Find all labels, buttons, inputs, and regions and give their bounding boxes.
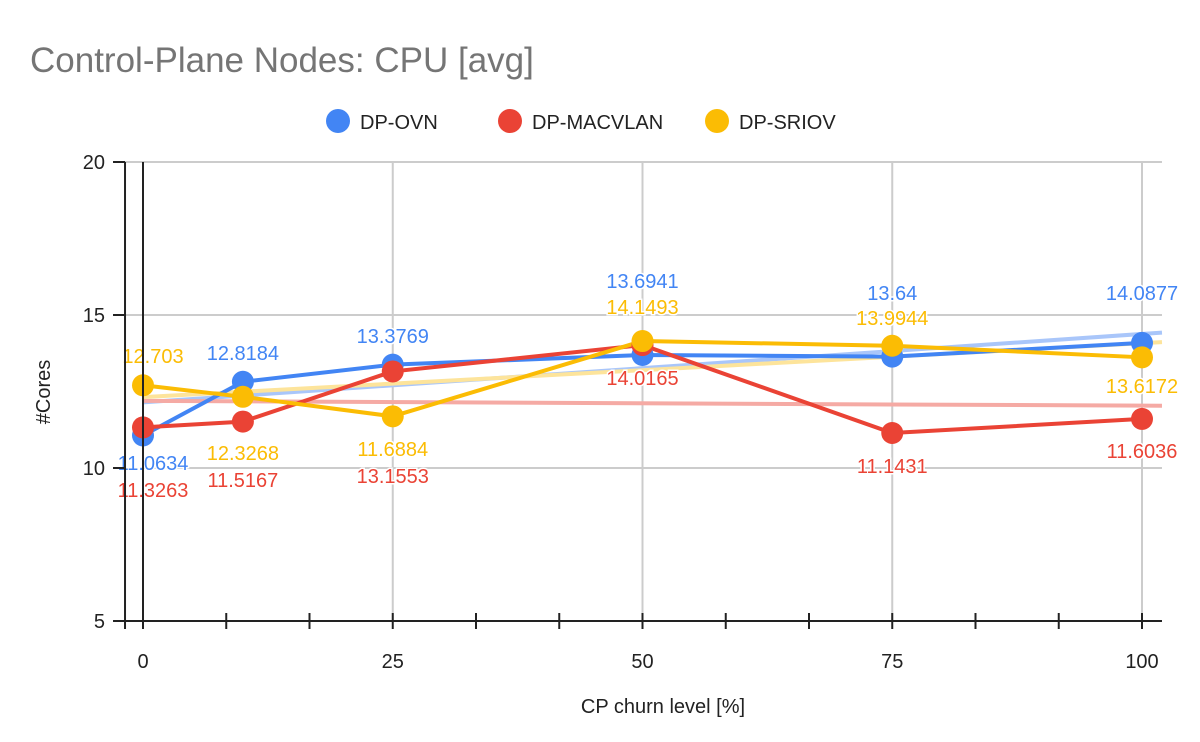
trendline bbox=[142, 398, 1162, 408]
legend-marker bbox=[705, 109, 729, 133]
legend: DP-OVN DP-MACVLAN DP-SRIOV bbox=[326, 109, 836, 134]
data-label: 14.1493 bbox=[606, 297, 678, 319]
data-label: 11.3263 bbox=[118, 480, 189, 502]
legend-label: DP-MACVLAN bbox=[532, 112, 663, 134]
data-label: 12.3268 bbox=[207, 443, 279, 465]
data-point bbox=[1131, 346, 1153, 369]
y-tick-label: 15 bbox=[83, 305, 105, 327]
y-tick-label: 10 bbox=[83, 458, 105, 480]
series-lines bbox=[142, 339, 1143, 438]
legend-label: DP-OVN bbox=[360, 112, 438, 134]
legend-marker bbox=[326, 109, 350, 133]
data-labels: 11.0634 12.8184 13.3769 13.6941 13.64 14.0877… bbox=[116, 270, 1180, 504]
x-tick-label: 50 bbox=[631, 651, 653, 673]
series-line bbox=[142, 339, 1143, 419]
trendline bbox=[142, 330, 1163, 405]
data-label: 14.0165 bbox=[606, 368, 678, 390]
data-point bbox=[881, 334, 904, 357]
data-label: 11.6884 bbox=[357, 439, 428, 461]
data-point bbox=[881, 422, 904, 445]
data-label: 12.703 bbox=[122, 346, 183, 368]
data-point bbox=[1131, 407, 1153, 430]
data-point bbox=[231, 370, 254, 393]
data-label: 13.1553 bbox=[357, 466, 429, 488]
data-label: 13.9944 bbox=[856, 308, 928, 330]
y-tick-label: 20 bbox=[83, 152, 105, 174]
y-tick-label: 5 bbox=[94, 611, 105, 633]
data-label: 11.6036 bbox=[1107, 441, 1178, 463]
data-point bbox=[231, 410, 254, 433]
data-point bbox=[381, 405, 404, 428]
series-line bbox=[142, 343, 1143, 436]
data-point bbox=[231, 385, 254, 408]
data-label: 13.6941 bbox=[606, 271, 678, 293]
x-tick-label: 75 bbox=[881, 651, 903, 673]
data-label: 13.3769 bbox=[357, 326, 429, 348]
data-label: 11.5167 bbox=[207, 470, 278, 492]
legend-marker bbox=[498, 109, 522, 133]
x-tick-label: 0 bbox=[137, 651, 148, 673]
data-label: 11.0634 bbox=[118, 453, 189, 475]
chart-title: Control-Plane Nodes: CPU [avg] bbox=[30, 41, 534, 80]
data-points bbox=[132, 330, 1153, 447]
data-label: 13.64 bbox=[867, 283, 917, 305]
y-axis-label: #Cores bbox=[33, 360, 55, 424]
data-label: 14.0877 bbox=[1106, 283, 1178, 305]
x-tick-label: 25 bbox=[382, 651, 404, 673]
data-point bbox=[631, 330, 654, 353]
data-label: 12.8184 bbox=[207, 343, 279, 365]
x-tick-label: 100 bbox=[1125, 651, 1158, 673]
data-label: 11.1431 bbox=[857, 456, 928, 478]
x-axis-label: CP churn level [%] bbox=[581, 696, 745, 718]
legend-label: DP-SRIOV bbox=[739, 112, 836, 134]
axes: 5 10 15 20 0 25 50 75 100 bbox=[83, 152, 1162, 673]
data-point bbox=[381, 360, 404, 383]
data-label: 13.6172 bbox=[1106, 376, 1178, 398]
